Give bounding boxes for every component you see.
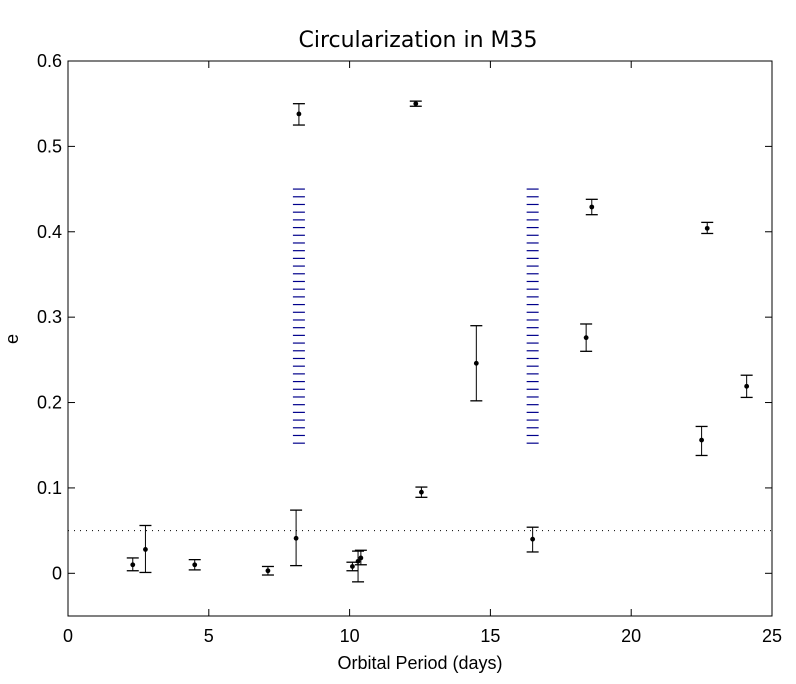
y-tick-label: 0: [52, 563, 62, 583]
x-tick-label: 20: [621, 626, 641, 646]
y-tick-label: 0.6: [37, 51, 62, 71]
x-ticks-group: 0 5 10 15 20 25: [63, 61, 782, 646]
y-tick-label: 0.5: [37, 136, 62, 156]
y-tick-label: 0.3: [37, 307, 62, 327]
data-point: [744, 383, 750, 389]
data-point: [419, 489, 424, 495]
y-tick-label: 0.4: [37, 222, 62, 242]
x-tick-label: 5: [204, 626, 214, 646]
data-point: [358, 555, 364, 561]
data-point: [296, 111, 302, 117]
chart-title: Circularization in M35: [298, 28, 537, 53]
data-point: [293, 535, 299, 541]
data-point: [355, 558, 361, 564]
y-axis-label: e: [2, 334, 22, 344]
x-axis-label: Orbital Period (days): [337, 653, 502, 673]
y-tick-label: 0.1: [37, 478, 62, 498]
data-point: [589, 204, 595, 210]
x-tick-label: 0: [63, 626, 73, 646]
data-point: [192, 562, 198, 568]
plot-frame: [67, 60, 773, 617]
data-point: [350, 564, 355, 569]
data-point: [699, 437, 704, 443]
x-tick-label: 15: [480, 626, 500, 646]
data-point: [530, 536, 536, 542]
y-ticks-group: 0 0.1 0.2 0.3 0.4 0.5 0.6: [37, 51, 772, 583]
data-point: [473, 360, 479, 366]
data-point: [265, 568, 271, 574]
x-tick-label: 10: [340, 626, 360, 646]
y-tick-label: 0.2: [37, 393, 62, 413]
data-point: [143, 547, 148, 552]
data-point: [413, 101, 419, 107]
points-group: [130, 101, 750, 574]
dashed-columns-group: [292, 188, 539, 444]
data-point: [583, 335, 589, 341]
data-point: [704, 225, 710, 231]
plot-area: [67, 60, 773, 617]
data-point: [130, 562, 136, 568]
x-tick-label: 25: [762, 626, 782, 646]
